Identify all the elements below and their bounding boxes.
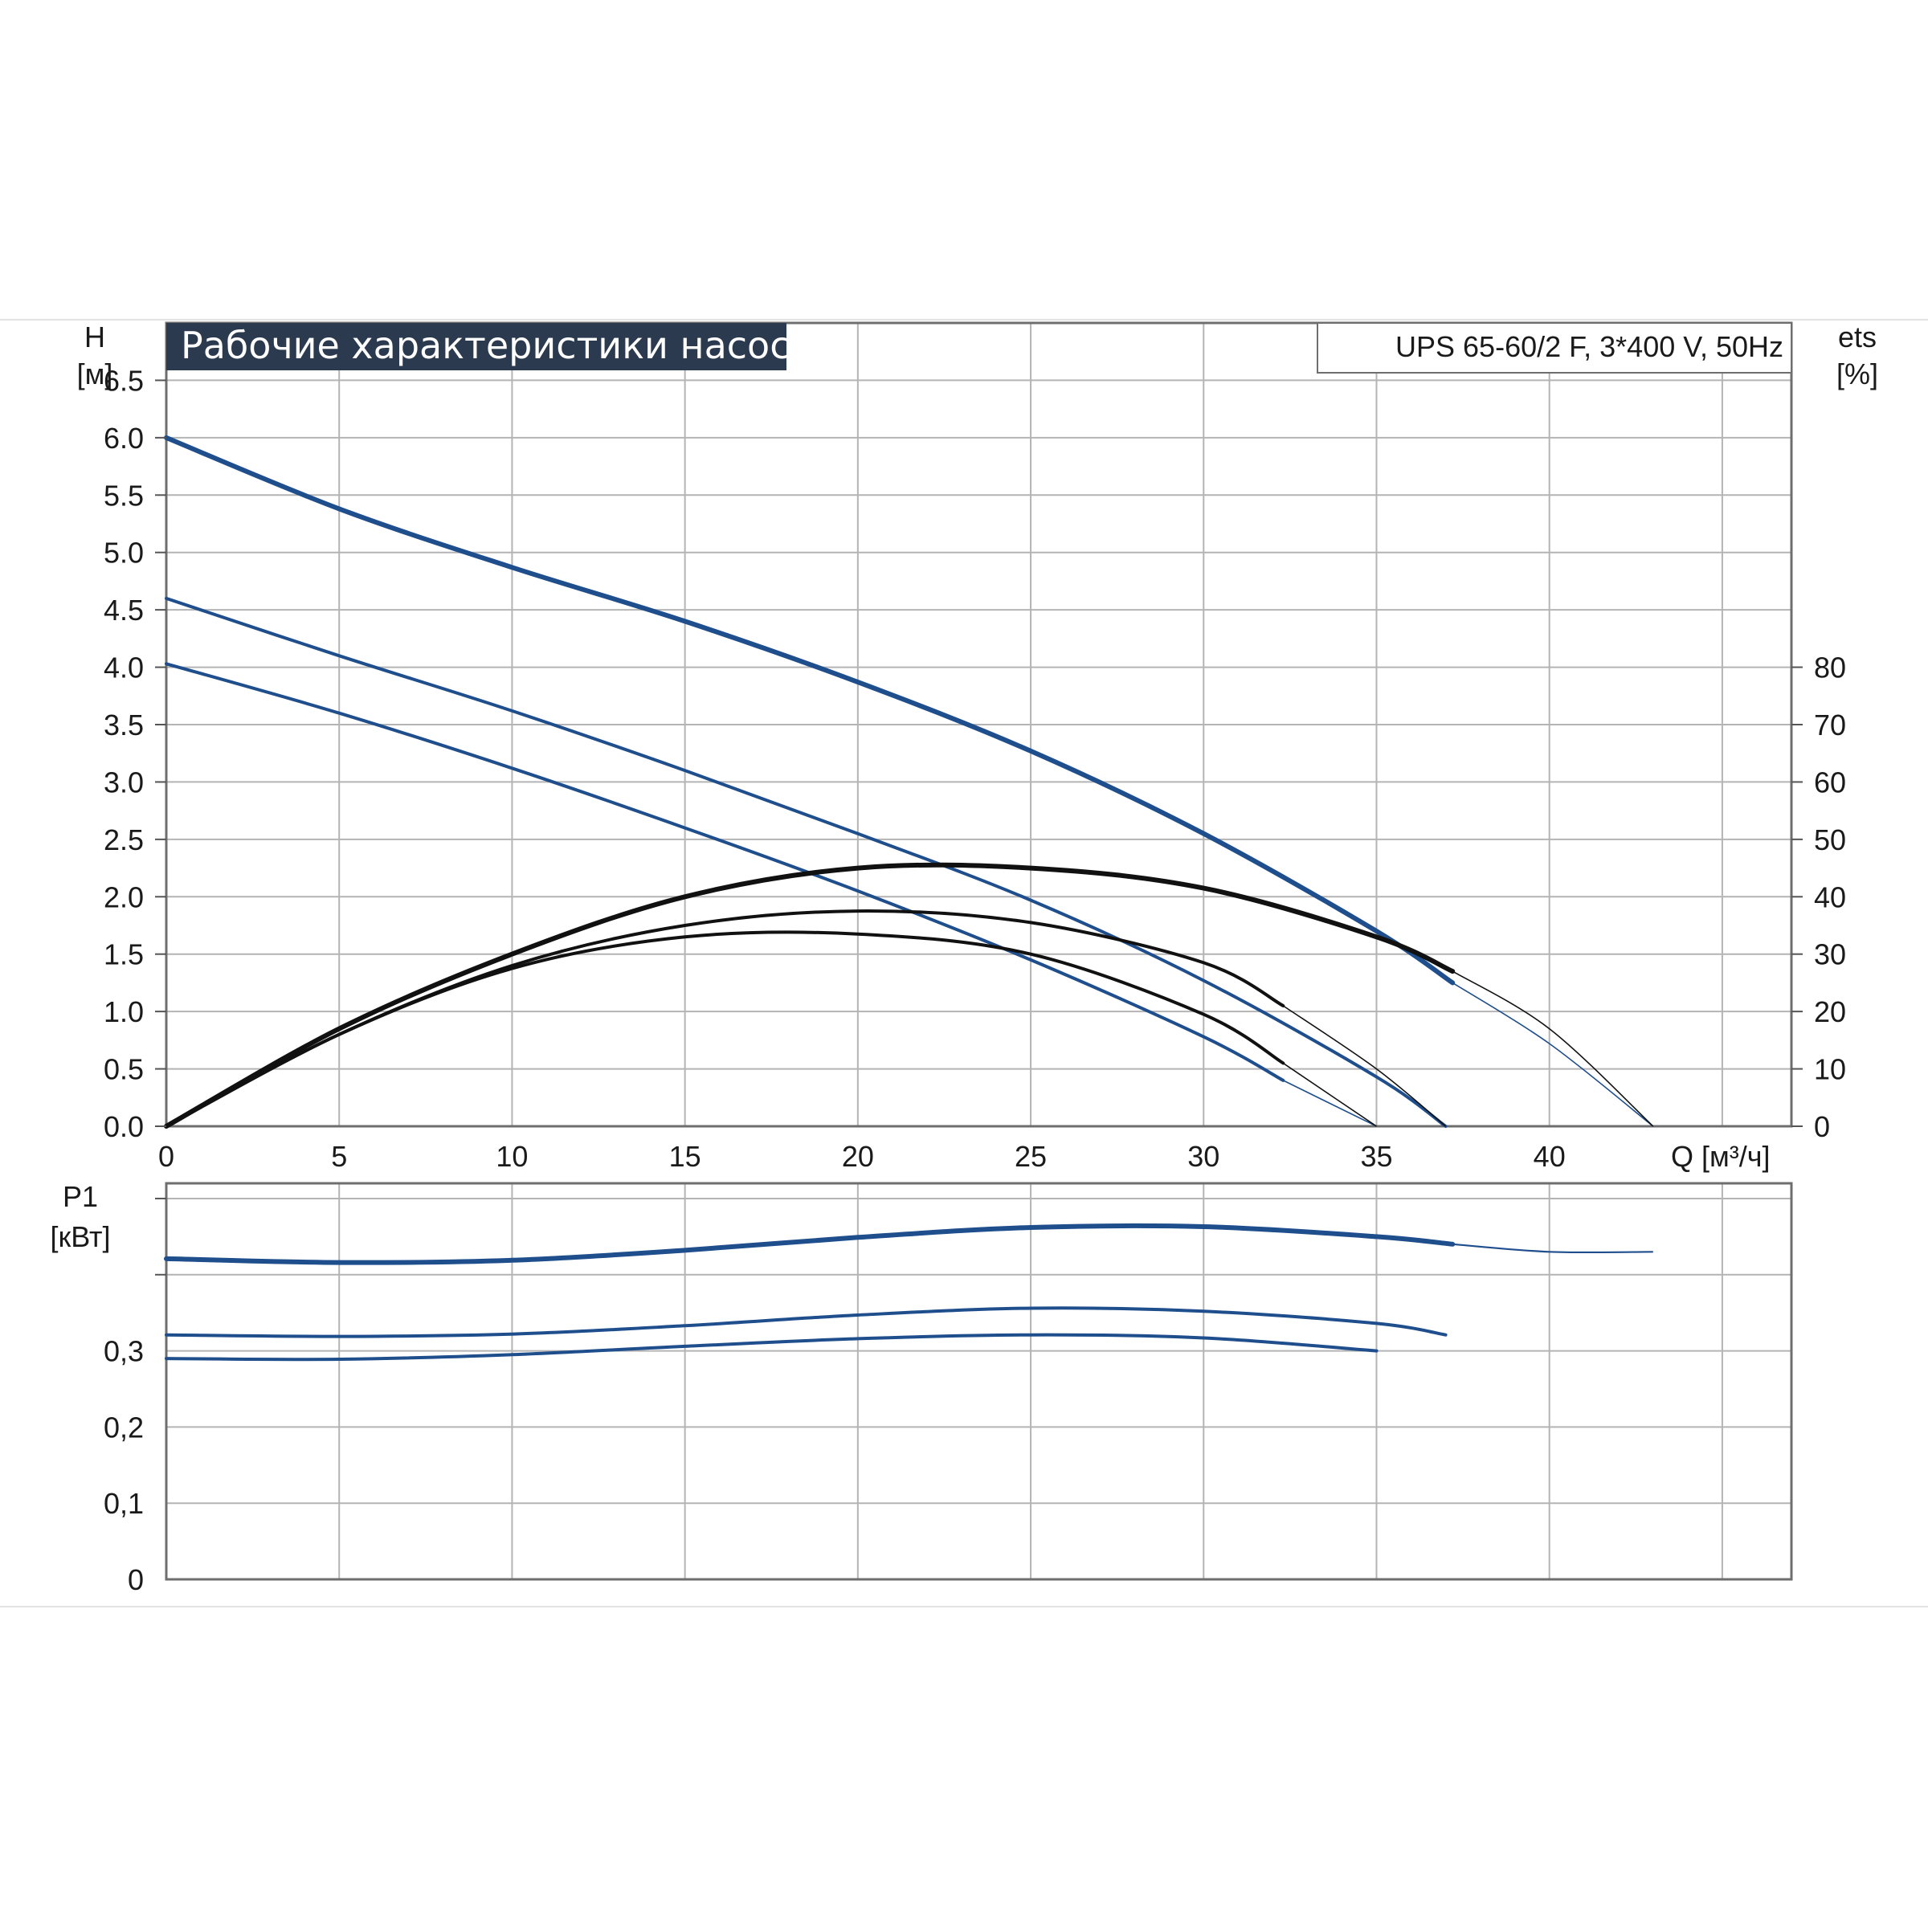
power-chart-frame <box>165 1182 1793 1581</box>
power-tick-label: 0,3 <box>104 1335 144 1368</box>
flow-tick-label: 20 <box>842 1140 874 1173</box>
efficiency-tick-label: 70 <box>1814 709 1846 741</box>
efficiency-tick-label: 10 <box>1814 1053 1846 1086</box>
efficiency-curve <box>165 909 1285 1128</box>
head-tick-label: 5.0 <box>104 537 144 570</box>
power-curve-extension <box>1452 1243 1653 1254</box>
efficiency-tick-label: 20 <box>1814 995 1846 1028</box>
head-tick-label: 3.0 <box>104 766 144 799</box>
model-label: UPS 65-60/2 F, 3*400 V, 50Hz <box>1395 330 1783 363</box>
chart-title-box <box>166 323 786 370</box>
head-curve <box>165 596 1448 1128</box>
power-curve <box>165 1306 1448 1338</box>
flow-tick-label: 25 <box>1015 1140 1047 1173</box>
head-axis-label-top: H <box>84 321 105 353</box>
efficiency-axis-label-bottom: [%] <box>1836 357 1878 390</box>
flow-tick-label: 5 <box>331 1140 347 1173</box>
head-chart-ticks: 0 5 10 15 20 25 30 35 40 0.0 0.5 1.0 1.5 2.0 2.5 3.0 3.5… <box>104 364 1846 1173</box>
power-tick-label: 0,1 <box>104 1487 144 1520</box>
head-tick-label: 5.5 <box>104 479 144 512</box>
head-curve <box>164 435 1456 986</box>
power-chart-grid <box>165 1183 1791 1579</box>
head-tick-label: 2.0 <box>104 880 144 913</box>
efficiency-curve-extension <box>1452 970 1654 1127</box>
efficiency-curve-extension <box>1282 1062 1377 1127</box>
flow-tick-label: 35 <box>1360 1140 1392 1173</box>
head-tick-label: 6.5 <box>104 364 144 397</box>
flow-tick-label: 40 <box>1534 1140 1566 1173</box>
power-tick-label: 0 <box>128 1563 144 1596</box>
power-chart-curves <box>164 1223 1653 1362</box>
head-tick-label: 3.5 <box>104 709 144 741</box>
flow-tick-label: 15 <box>669 1140 701 1173</box>
power-tick-label: 0,2 <box>104 1411 144 1444</box>
efficiency-tick-label: 60 <box>1814 766 1846 799</box>
head-tick-label: 2.5 <box>104 823 144 856</box>
efficiency-tick-label: 0 <box>1814 1110 1830 1143</box>
efficiency-curve <box>165 930 1285 1128</box>
head-tick-label: 0.5 <box>104 1053 144 1086</box>
flow-axis-label: Q [м³/ч] <box>1671 1140 1771 1173</box>
flow-tick-label: 0 <box>158 1140 174 1173</box>
head-tick-label: 6.0 <box>104 422 144 455</box>
power-axis-label-bottom: [кВт] <box>50 1220 110 1253</box>
efficiency-curve <box>164 862 1456 1129</box>
efficiency-tick-label: 40 <box>1814 880 1846 913</box>
head-curve <box>165 662 1285 1082</box>
flow-tick-label: 30 <box>1187 1140 1219 1173</box>
head-curve-extension <box>1282 1080 1377 1127</box>
head-tick-label: 0.0 <box>104 1110 144 1143</box>
power-chart-ticks: 0 0,1 0,2 0,3 <box>104 1197 166 1596</box>
chart-title: Рабочие характеристики насоса <box>181 324 813 367</box>
head-tick-label: 1.5 <box>104 938 144 971</box>
head-curve-extension <box>1452 982 1654 1127</box>
flow-tick-label: 10 <box>496 1140 528 1173</box>
head-tick-label: 1.0 <box>104 995 144 1028</box>
head-axis-label-bottom: [м] <box>77 357 113 390</box>
efficiency-axis-label-top: ets <box>1838 321 1877 353</box>
efficiency-tick-label: 30 <box>1814 938 1846 971</box>
efficiency-tick-label: 80 <box>1814 651 1846 684</box>
head-chart-grid <box>165 322 1791 1127</box>
efficiency-curve-extension <box>1282 1005 1447 1127</box>
head-chart-curves <box>164 435 1654 1129</box>
power-curve <box>165 1333 1379 1362</box>
model-label-box <box>1317 322 1792 374</box>
power-curve <box>164 1223 1456 1265</box>
head-tick-label: 4.5 <box>104 594 144 627</box>
efficiency-tick-label: 50 <box>1814 823 1846 856</box>
power-axis-label-top: P1 <box>63 1180 98 1213</box>
head-tick-label: 4.0 <box>104 651 144 684</box>
